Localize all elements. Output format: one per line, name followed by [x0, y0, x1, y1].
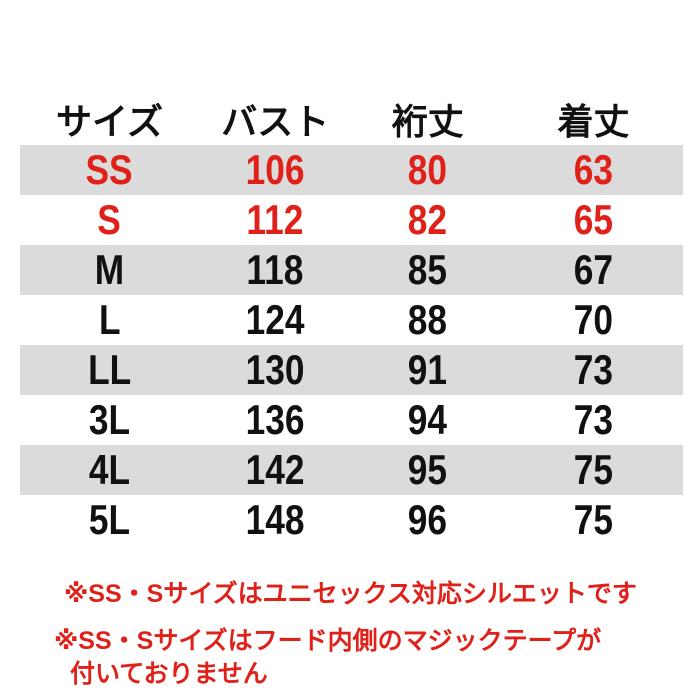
cell-text: 124	[245, 296, 305, 343]
cell-text: 63	[573, 146, 614, 193]
table-row: 3L 136 94 73	[20, 395, 683, 445]
cell-text: 94	[408, 396, 448, 443]
size-table-body: SS 106 80 63 S 112 82 65 M 118 85 67 L 124 88 70 LL 130 91…	[20, 145, 683, 545]
table-row: S 112 82 65	[20, 195, 683, 245]
cell-text: SS	[85, 146, 134, 193]
value-cell: 63	[503, 145, 683, 195]
value-cell: 94	[351, 395, 504, 445]
cell-text: M	[94, 246, 125, 293]
cell-text: 73	[573, 346, 614, 393]
value-cell: 130	[199, 345, 352, 395]
value-cell: 124	[199, 295, 352, 345]
size-cell: M	[20, 245, 199, 295]
value-cell: 73	[503, 345, 683, 395]
table-row: SS 106 80 63	[20, 145, 683, 195]
value-cell: 136	[199, 395, 352, 445]
cell-text: 82	[408, 196, 448, 243]
cell-text: 75	[573, 446, 614, 493]
cell-text: 73	[573, 396, 614, 443]
table-row: LL 130 91 73	[20, 345, 683, 395]
cell-text: 142	[245, 446, 305, 493]
value-cell: 112	[199, 195, 352, 245]
size-cell: 3L	[20, 395, 199, 445]
size-cell: 5L	[20, 495, 199, 545]
value-cell: 67	[503, 245, 683, 295]
size-cell: L	[20, 295, 199, 345]
cell-text: 96	[408, 496, 448, 543]
cell-text: 80	[408, 146, 448, 193]
cell-text: S	[97, 196, 122, 243]
value-cell: 91	[351, 345, 504, 395]
cell-text: 3L	[88, 396, 131, 443]
table-row: M 118 85 67	[20, 245, 683, 295]
note-line: ※SS・Sサイズはユニセックス対応シルエットです	[64, 580, 637, 608]
cell-text: L	[98, 296, 121, 343]
table-row: 5L 148 96 75	[20, 495, 683, 545]
value-cell: 75	[503, 445, 683, 495]
cell-text: 130	[245, 346, 305, 393]
value-cell: 85	[351, 245, 504, 295]
size-cell: S	[20, 195, 199, 245]
note-line: ※SS・Sサイズはフード内側のマジックテープが	[54, 627, 602, 655]
value-cell: 142	[199, 445, 352, 495]
cell-text: LL	[87, 346, 132, 393]
value-cell: 82	[351, 195, 504, 245]
cell-text: 112	[246, 196, 304, 243]
value-cell: 148	[199, 495, 352, 545]
cell-text: 70	[573, 296, 614, 343]
cell-text: 85	[408, 246, 448, 293]
note-line: 付いておりません	[70, 660, 268, 688]
size-cell: 4L	[20, 445, 199, 495]
cell-text: 4L	[88, 446, 131, 493]
value-cell: 106	[199, 145, 352, 195]
cell-text: 118	[246, 246, 304, 293]
col-header-bust: バスト	[199, 93, 352, 145]
value-cell: 88	[351, 295, 504, 345]
note: ※SS・Sサイズはフード内側のマジックテープが付いておりません	[54, 625, 700, 691]
cell-text: 88	[408, 296, 448, 343]
col-header-size: サイズ	[20, 93, 199, 145]
cell-text: 67	[573, 246, 614, 293]
cell-text: 75	[573, 496, 614, 543]
notes-section: ※SS・Sサイズはユニセックス対応シルエットです ※SS・Sサイズはフード内側のマ…	[54, 578, 700, 691]
cell-text: 65	[573, 196, 614, 243]
table-row: L 124 88 70	[20, 295, 683, 345]
value-cell: 73	[503, 395, 683, 445]
cell-text: 5L	[88, 496, 131, 543]
table-row: 4L 142 95 75	[20, 445, 683, 495]
size-cell: SS	[20, 145, 199, 195]
cell-text: 95	[408, 446, 448, 493]
value-cell: 65	[503, 195, 683, 245]
size-cell: LL	[20, 345, 199, 395]
cell-text: 106	[245, 146, 305, 193]
value-cell: 70	[503, 295, 683, 345]
value-cell: 75	[503, 495, 683, 545]
value-cell: 80	[351, 145, 504, 195]
cell-text: 91	[408, 346, 448, 393]
value-cell: 95	[351, 445, 504, 495]
note: ※SS・Sサイズはユニセックス対応シルエットです	[54, 578, 700, 611]
cell-text: 148	[245, 496, 305, 543]
size-table: サイズ バスト 裄丈 着丈 SS 106 80 63 S 112 82 65 M 118 85 67 L…	[20, 93, 683, 545]
value-cell: 118	[199, 245, 352, 295]
value-cell: 96	[351, 495, 504, 545]
cell-text: 136	[245, 396, 305, 443]
header-row: サイズ バスト 裄丈 着丈	[20, 93, 683, 145]
col-header-sleeve: 裄丈	[351, 93, 504, 145]
col-header-length: 着丈	[503, 93, 683, 145]
